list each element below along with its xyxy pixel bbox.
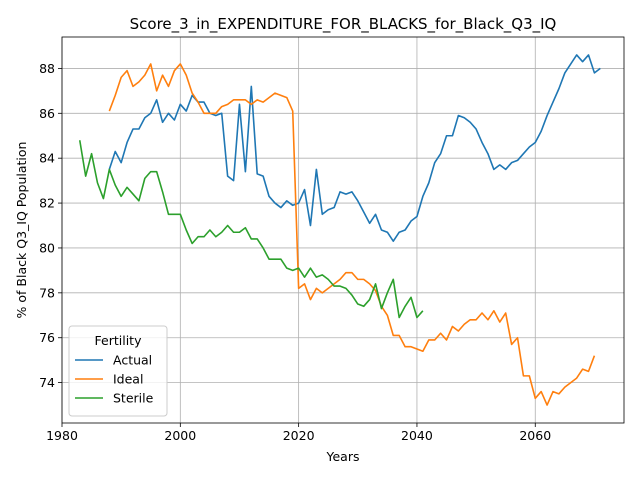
x-axis-label: Years bbox=[326, 449, 360, 464]
x-tick-label: 2020 bbox=[283, 428, 315, 443]
y-tick-label: 74 bbox=[39, 375, 55, 390]
y-tick-label: 80 bbox=[39, 240, 55, 255]
y-axis: 74 76 78 80 82 84 86 88 bbox=[39, 61, 62, 390]
y-tick-label: 78 bbox=[39, 285, 55, 300]
x-tick-label: 2060 bbox=[519, 428, 551, 443]
x-tick-label: 2040 bbox=[401, 428, 433, 443]
legend-label-actual: Actual bbox=[113, 353, 152, 368]
legend-items: Actual Ideal Sterile bbox=[75, 353, 154, 406]
legend-box bbox=[68, 325, 168, 417]
series-line-actual bbox=[108, 54, 601, 243]
series-line-sterile bbox=[78, 140, 424, 319]
y-tick-label: 88 bbox=[39, 61, 55, 76]
y-tick-label: 82 bbox=[39, 196, 55, 211]
x-axis: 1980 2000 2020 2040 2060 bbox=[46, 423, 551, 443]
legend-title: Fertility bbox=[95, 333, 143, 348]
x-tick-label: 2000 bbox=[164, 428, 196, 443]
x-tick-label: 1980 bbox=[46, 428, 78, 443]
y-tick-label: 76 bbox=[39, 330, 55, 345]
chart-title: Score_3_in_EXPENDITURE_FOR_BLACKS_for_Bl… bbox=[130, 15, 557, 34]
legend-label-sterile: Sterile bbox=[113, 391, 154, 406]
plot-frame bbox=[61, 36, 625, 424]
y-tick-label: 86 bbox=[39, 106, 55, 121]
legend: Fertility Actual Ideal Sterile bbox=[68, 325, 168, 417]
series-lines bbox=[78, 54, 601, 406]
y-axis-label: % of Black Q3_IQ Population bbox=[14, 142, 29, 319]
y-tick-label: 84 bbox=[39, 151, 55, 166]
series-line-ideal bbox=[108, 63, 596, 406]
legend-label-ideal: Ideal bbox=[113, 372, 143, 387]
